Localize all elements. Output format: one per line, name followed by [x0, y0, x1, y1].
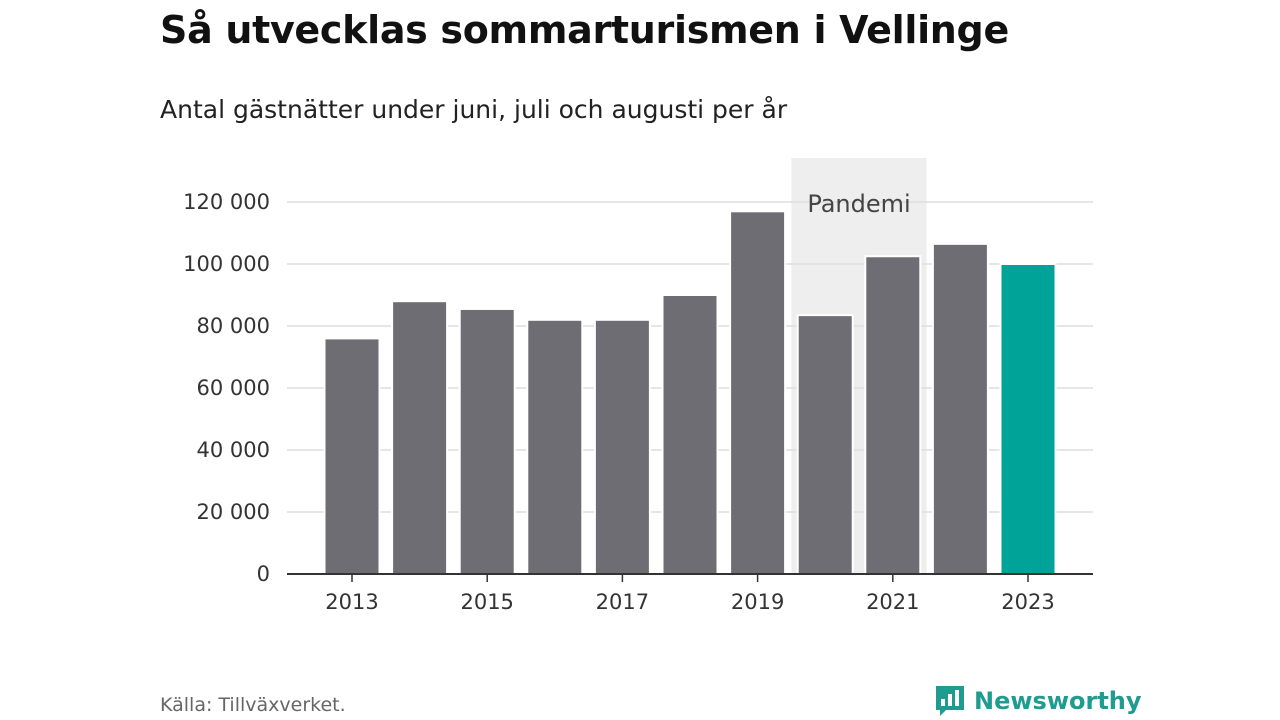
bar-2016	[526, 318, 584, 575]
bar-2023	[999, 263, 1057, 575]
brand-logo: Newsworthy	[934, 684, 1142, 718]
bar-chart-speech-bubble-icon	[936, 686, 964, 716]
chart-subtitle: Antal gästnätter under juni, juli och au…	[160, 95, 788, 124]
y-tick-label: 20 000	[197, 500, 270, 524]
x-tick-label: 2019	[731, 590, 784, 614]
pandemic-label: Pandemi	[807, 190, 910, 218]
brand-name: Newsworthy	[974, 687, 1142, 715]
bar-2017	[593, 318, 651, 575]
bar-2022	[931, 242, 989, 575]
bar-2020	[796, 314, 854, 575]
bar-2014	[391, 300, 449, 575]
y-tick-label: 100 000	[183, 252, 270, 276]
y-tick-label: 0	[257, 562, 270, 586]
y-tick-label: 60 000	[197, 376, 270, 400]
x-tick-label: 2013	[325, 590, 378, 614]
x-tick-label: 2023	[1001, 590, 1054, 614]
bar-2018	[661, 294, 719, 575]
bar-2015	[458, 307, 516, 575]
chart-title: Så utvecklas sommarturismen i Vellinge	[160, 8, 1009, 52]
x-tick-label: 2021	[866, 590, 919, 614]
bar-2019	[729, 210, 787, 576]
bar-chart: Pandemi 0 20 000 40 000 60 000 80 000 100 000 1…	[183, 158, 1093, 614]
x-tick-label: 2017	[596, 590, 649, 614]
bar-2021	[864, 255, 922, 575]
y-tick-label: 40 000	[197, 438, 270, 462]
x-tick-label: 2015	[460, 590, 513, 614]
source-note: Källa: Tillväxverket.	[160, 694, 346, 716]
y-tick-label: 120 000	[183, 190, 270, 214]
bar-2013	[323, 337, 381, 575]
y-tick-label: 80 000	[197, 314, 270, 338]
